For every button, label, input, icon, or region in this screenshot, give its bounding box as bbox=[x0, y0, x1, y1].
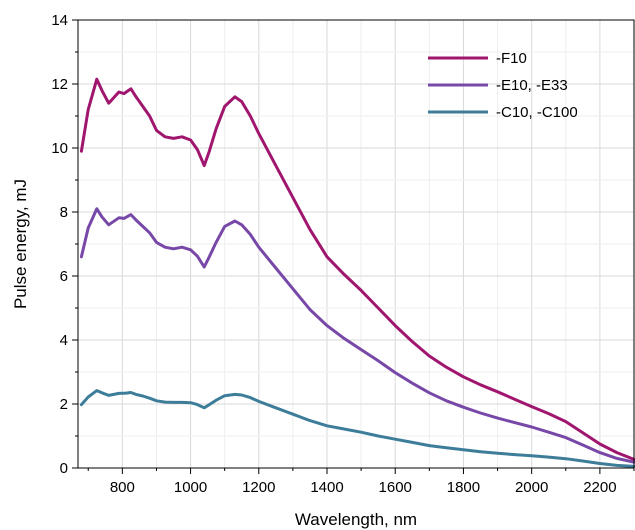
ticks: 800 1000 1200 1400 1600 1800 2000 2200 0 2 4 6 8 10 12… bbox=[51, 12, 635, 496]
y-tick-label: 4 bbox=[60, 332, 68, 349]
x-tick-label: 1200 bbox=[242, 479, 275, 496]
y-tick-label: 12 bbox=[51, 76, 68, 93]
y-tick-label: 2 bbox=[60, 396, 68, 413]
x-tick-label: 1800 bbox=[447, 479, 480, 496]
y-axis-label: Pulse energy, mJ bbox=[11, 179, 30, 309]
legend: -F10 -E10, -E33 -C10, -C100 bbox=[428, 50, 578, 121]
series-layer bbox=[79, 77, 635, 468]
series-line-2 bbox=[79, 389, 635, 468]
x-tick-label: 1000 bbox=[174, 479, 207, 496]
y-tick-label: 14 bbox=[51, 12, 68, 29]
series-line-1 bbox=[79, 207, 635, 464]
legend-label-e10-e33: -E10, -E33 bbox=[496, 77, 568, 94]
x-axis-label: Wavelength, nm bbox=[295, 510, 417, 529]
y-tick-label: 0 bbox=[60, 460, 68, 477]
x-tick-label: 2000 bbox=[515, 479, 548, 496]
x-tick-label: 1600 bbox=[379, 479, 412, 496]
y-tick-label: 10 bbox=[51, 140, 68, 157]
series-line-0 bbox=[79, 77, 635, 461]
y-tick-label: 6 bbox=[60, 268, 68, 285]
y-tick-label: 8 bbox=[60, 204, 68, 221]
legend-label-f10: -F10 bbox=[496, 50, 527, 67]
x-tick-label: 800 bbox=[110, 479, 135, 496]
x-tick-label: 1400 bbox=[310, 479, 343, 496]
x-tick-label: 2200 bbox=[583, 479, 616, 496]
legend-label-c10-c100: -C10, -C100 bbox=[496, 104, 578, 121]
